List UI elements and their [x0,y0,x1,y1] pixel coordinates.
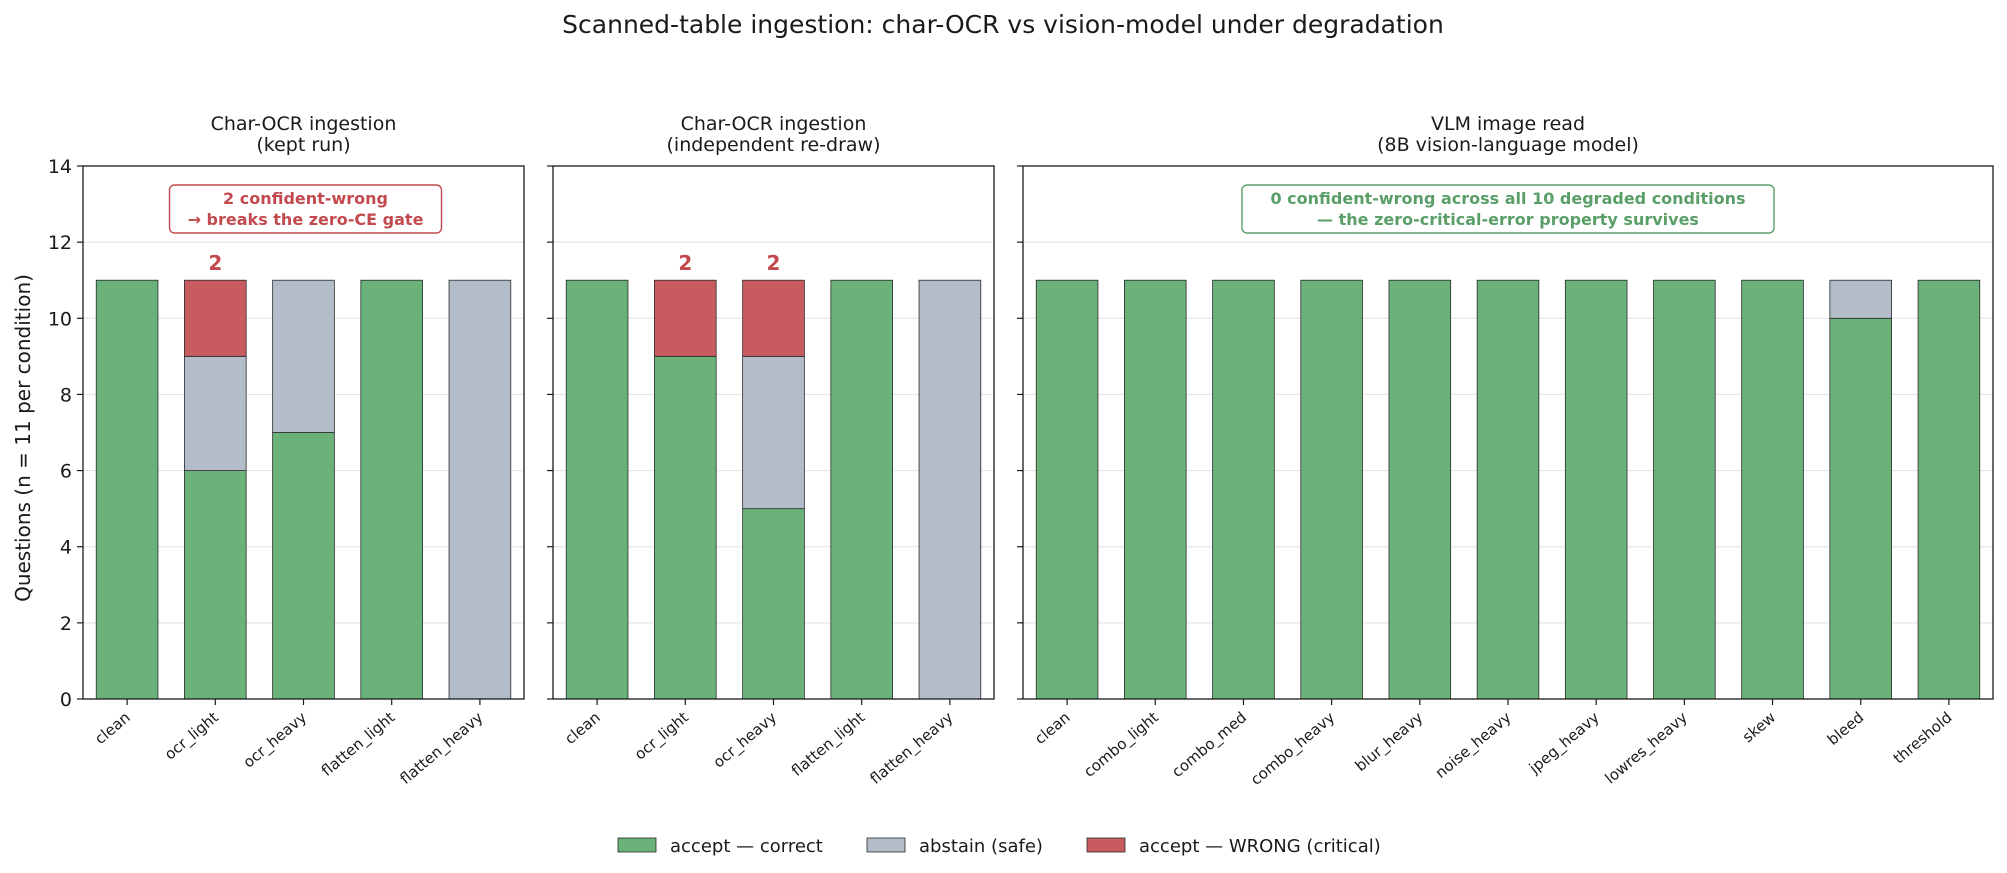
bar-correct [1741,279,1804,700]
annotation-box [1241,184,1775,234]
y-tick-label: 14 [48,156,72,178]
wrong-count-label: 2 [678,251,692,275]
y-tick-label: 6 [60,461,72,483]
bar-correct [742,508,805,700]
bar-correct [272,432,335,700]
bar-correct [95,279,159,700]
legend-label-abstain: abstain (safe) [919,836,1043,857]
panel-title: VLM image read [1431,113,1585,135]
panel-title: (kept run) [256,134,350,156]
y-tick-label: 4 [60,537,72,559]
y-tick-label: 2 [60,613,72,635]
y-tick-label: 8 [60,384,72,406]
bar-wrong [184,279,247,357]
bar-correct [830,279,893,700]
bar-correct [1476,279,1540,700]
axes-frame [82,165,525,700]
y-axis-label: Questions (n = 11 per condition) [11,274,35,602]
bar-abstain [448,279,512,700]
y-tick-label: 10 [48,308,72,330]
legend-swatch-correct [617,837,657,853]
bar-correct [1564,279,1628,700]
annotation-box [168,184,443,234]
wrong-count-label: 2 [208,251,222,275]
bar-correct [184,470,247,700]
bar-correct [1035,279,1099,700]
bar-correct [1212,279,1275,700]
legend-label-wrong: accept — WRONG (critical) [1139,836,1381,857]
bar-correct [360,279,423,700]
annotation-text: → breaks the zero-CE gate [188,210,424,229]
y-tick-label: 12 [48,232,72,254]
annotation-text: 2 confident-wrong [223,189,388,208]
bar-abstain [742,355,805,510]
bar-correct [1917,279,1981,700]
bar-correct [1388,279,1452,700]
panel-title: Char-OCR ingestion [681,113,867,135]
bar-abstain [1829,279,1892,319]
figure-title: Scanned-table ingestion: char-OCR vs vis… [562,10,1444,39]
bar-correct [1300,279,1363,700]
legend-swatch-wrong [1086,837,1126,853]
wrong-count-label: 2 [767,251,781,275]
legend-swatch-abstain [866,837,906,853]
bar-correct [1124,279,1187,700]
bar-abstain [918,279,982,700]
panel-title: (independent re-draw) [667,134,881,156]
bar-wrong [654,279,717,357]
panel-title: (8B vision-language model) [1377,134,1639,156]
bar-wrong [742,279,805,357]
bar-abstain [272,279,335,433]
y-tick-label: 0 [60,689,72,711]
annotation-text: 0 confident-wrong across all 10 degraded… [1270,189,1745,208]
annotation-text: — the zero-critical-error property survi… [1317,210,1699,229]
panel-title: Char-OCR ingestion [211,113,397,135]
legend: accept — correct abstain (safe) accept — W… [617,836,1381,857]
legend-label-correct: accept — correct [670,836,823,857]
bar-correct [654,355,717,700]
bar-correct [1829,317,1892,700]
bar-correct [565,279,629,700]
axes-frame [1022,165,1994,700]
bar-abstain [184,355,247,471]
axes-frame [552,165,995,700]
bar-correct [1653,279,1716,700]
